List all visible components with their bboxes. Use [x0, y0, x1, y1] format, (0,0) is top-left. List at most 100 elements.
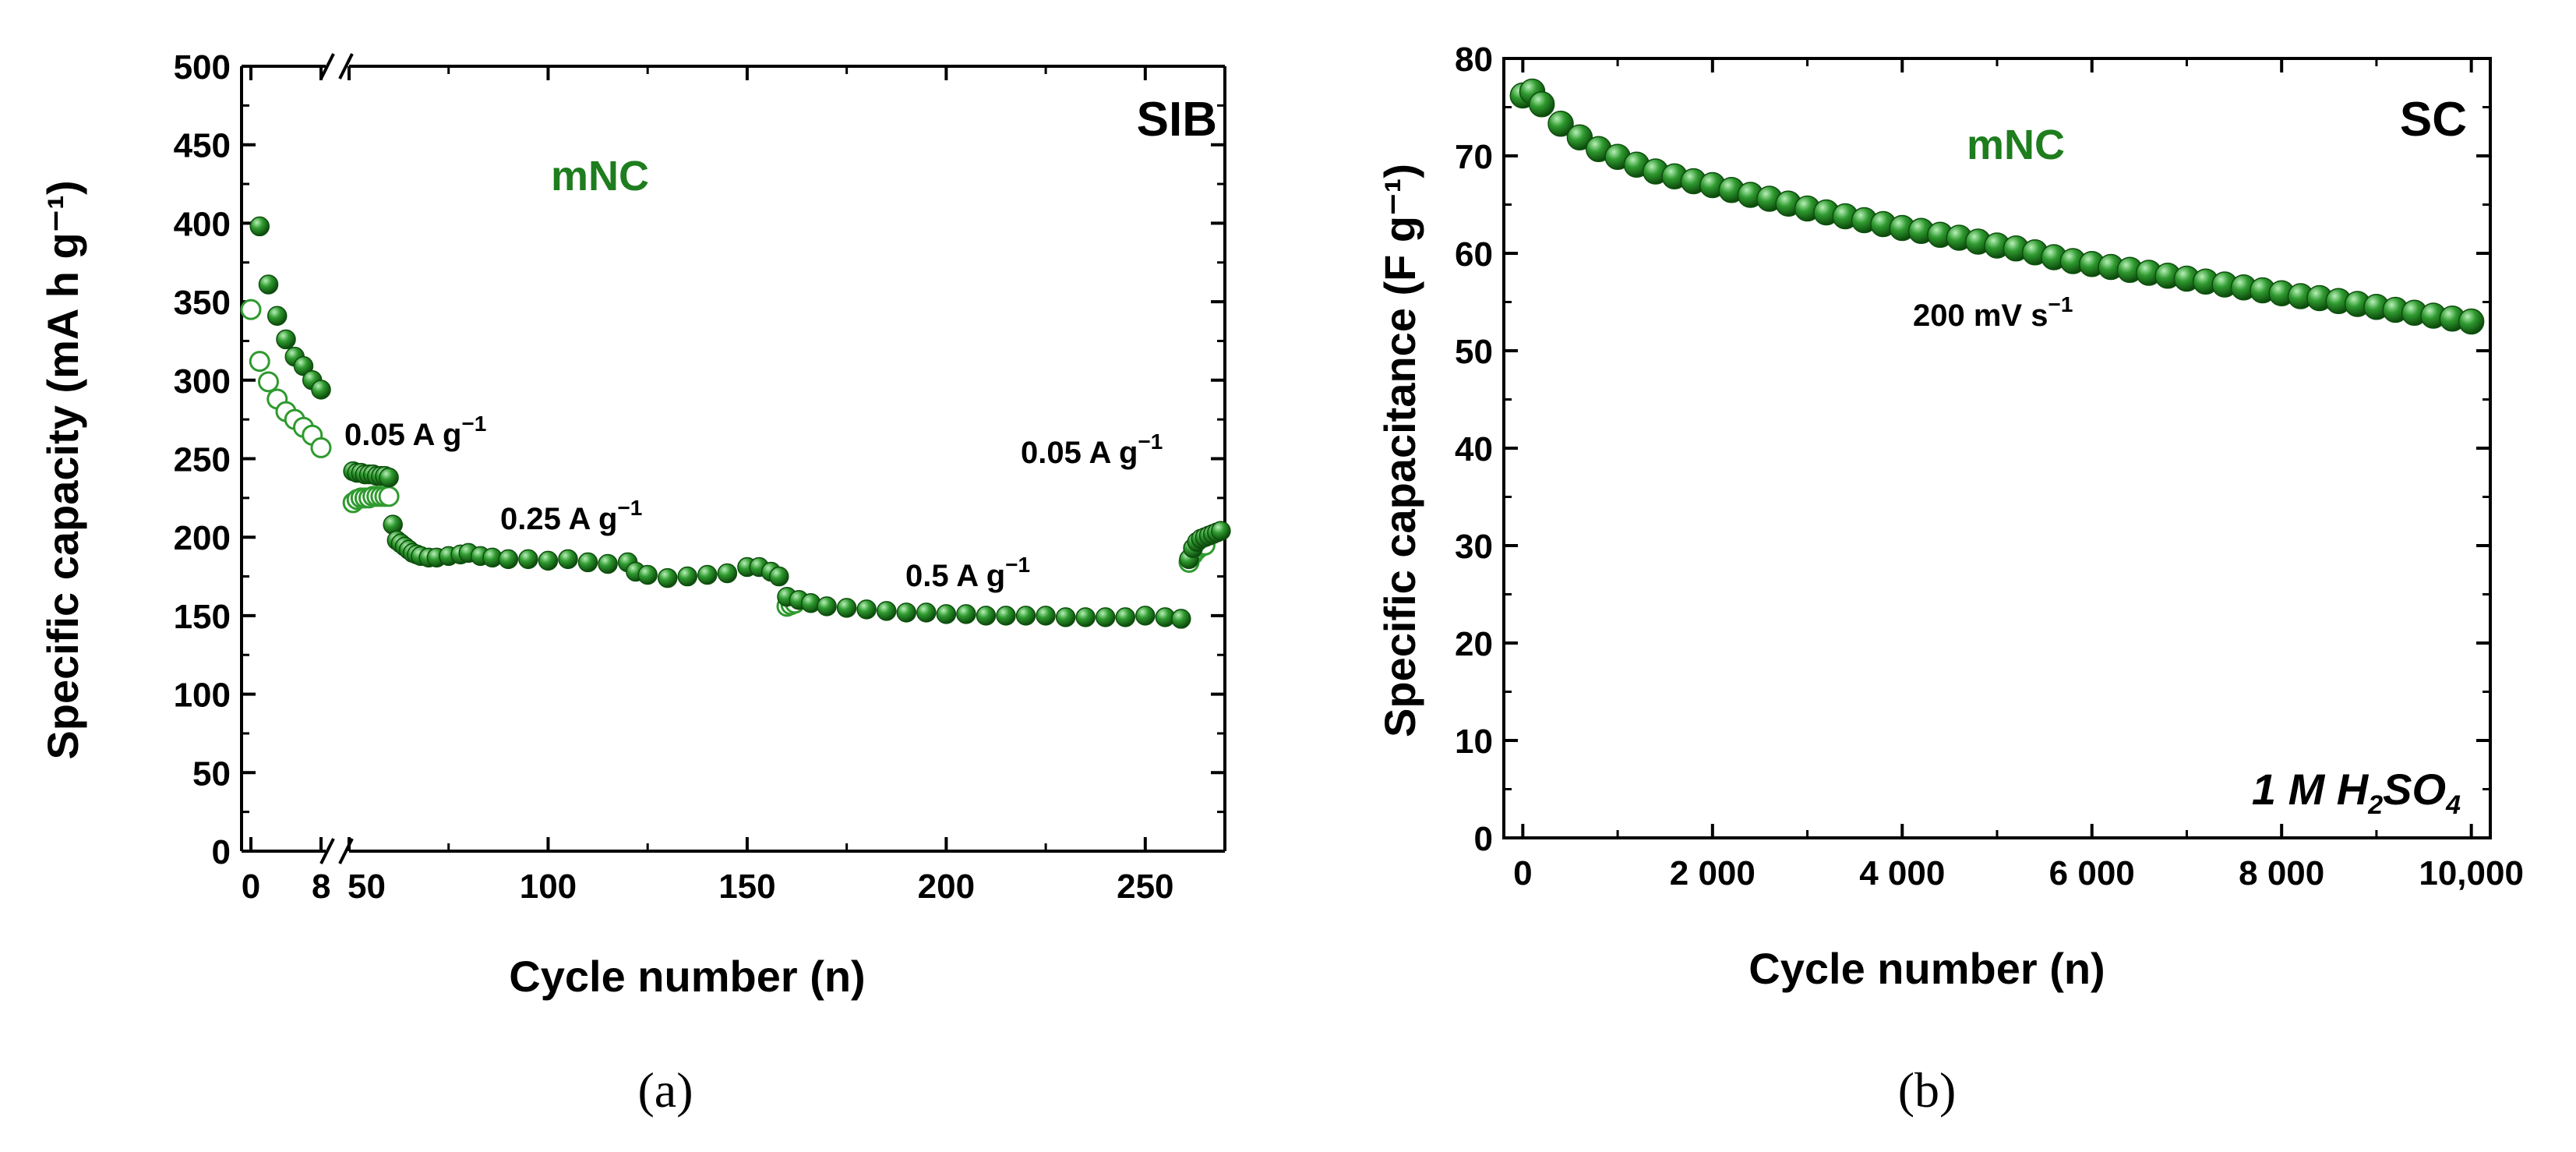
panel-a-point-charge: [856, 599, 877, 620]
panel-a-x-tick-label: 250: [1117, 868, 1173, 906]
panel-a-point-charge: [996, 606, 1016, 626]
panel-a-y-tick-label: 150: [174, 598, 231, 636]
panel-a-data-points: [240, 216, 1231, 629]
panel-b-y-tick-label: 40: [1455, 430, 1493, 468]
panel-a-chart: 0 50 100 150 200 250 300 350 400 450 500 0 8 50 100 15…: [38, 48, 1231, 1118]
panel-a-point-charge: [1095, 607, 1116, 627]
panel-a-point-charge: [577, 552, 598, 573]
panel-b-caption: (b): [1898, 1062, 1957, 1118]
panel-a-point-charge: [916, 603, 937, 623]
panel-a-point-charge: [1075, 607, 1096, 627]
panel-b-annotation-scan-rate: 200 mV s−1: [1913, 292, 2073, 333]
panel-a-point-charge: [956, 604, 976, 624]
panel-a-tag: SIB: [1137, 93, 1217, 147]
panel-b-x-tick-label: 10,000: [2419, 854, 2524, 892]
panel-b-y-tick-label: 80: [1455, 41, 1493, 79]
panel-a-point-charge: [836, 598, 857, 618]
panel-b-tag: SC: [2400, 93, 2467, 147]
panel-b-x-tick-label: 2 000: [1670, 854, 1756, 892]
panel-a-break-mark: [338, 53, 354, 80]
panel-b-y-tick-label: 20: [1455, 625, 1493, 663]
panel-a-point-charge: [1015, 606, 1036, 626]
panel-a-point-discharge: [378, 486, 400, 507]
panel-a-point-charge: [1211, 521, 1231, 541]
panel-b-y-axis-title: Specific capacitance (F g⁻¹): [1375, 164, 1424, 737]
panel-a-point-charge: [311, 380, 331, 400]
panel-a-point-charge: [276, 329, 296, 350]
panel-a-y-tick-label: 100: [174, 677, 231, 715]
panel-a-point-charge: [1036, 606, 1056, 626]
panel-b-electrolyte-label: 1 M H2SO4: [2252, 765, 2461, 820]
panel-a-y-tick-label: 350: [174, 284, 231, 322]
panel-a-point-charge: [1115, 607, 1136, 627]
panel-a-y-tick-label: 250: [174, 441, 231, 479]
panel-a-point-charge: [657, 567, 678, 588]
panel-a-point-charge: [538, 550, 559, 571]
panel-a-y-tick-label: 200: [174, 519, 231, 557]
panel-b-point: [1528, 91, 1555, 118]
panel-a-point-charge: [498, 549, 519, 570]
panel-a-y-tick-label: 500: [174, 48, 231, 87]
panel-a-point-charge: [598, 553, 618, 574]
panel-b-y-tick-label: 50: [1455, 333, 1493, 371]
panel-b-point: [2458, 308, 2485, 335]
panel-a-break-mark: [319, 838, 335, 864]
panel-a-x-tick-label: 100: [520, 868, 577, 906]
panel-b-point: [1547, 111, 1574, 137]
panel-a-point-charge: [1055, 607, 1076, 627]
panel-a-point-charge: [976, 606, 997, 626]
panel-b-y-tick-label: 10: [1455, 723, 1493, 761]
panel-a-point-charge: [717, 563, 738, 584]
panel-a-annotation-0.05-second: 0.05 A g−1: [1021, 429, 1163, 470]
panel-a-point-charge: [876, 601, 897, 621]
panel-b-series-label: mNC: [1967, 122, 2065, 168]
panel-a-point-discharge: [240, 299, 262, 320]
panel-a-x-tick-label: 200: [918, 868, 975, 906]
panel-a-annotation-0.5: 0.5 A g−1: [905, 553, 1030, 593]
panel-b-data-points: [1509, 78, 2485, 335]
panel-a-point-charge: [936, 604, 957, 624]
panel-a-x-tick-label: 8: [312, 868, 330, 906]
panel-a-annotation-0.25: 0.25 A g−1: [500, 496, 642, 536]
panel-a-x-ticks: 0 8 50 100 150 200 250: [242, 66, 1174, 906]
panel-b-x-tick-label: 0: [1513, 854, 1532, 892]
panel-a-y-tick-label: 0: [212, 833, 231, 871]
panel-a-point-charge: [293, 355, 314, 376]
panel-b-x-tick-label: 6 000: [2049, 854, 2135, 892]
panel-a-point-charge: [558, 549, 578, 570]
panel-a-y-tick-label: 450: [174, 127, 231, 165]
panel-a-y-axis-title: Specific capacity (mA h g⁻¹): [38, 180, 87, 759]
panel-b-x-ticks: 0 2 000 4 000 6 000 8 000 10,000: [1513, 58, 2524, 892]
panel-a-point-charge: [1135, 606, 1156, 626]
panel-b-y-tick-label: 0: [1474, 820, 1493, 858]
panel-a-point-discharge: [249, 351, 270, 373]
panel-a-point-charge: [249, 216, 270, 237]
panel-a-x-tick-label: 150: [718, 868, 775, 906]
panel-a-point-charge: [769, 566, 789, 587]
panel-b-y-tick-label: 70: [1455, 138, 1493, 176]
panel-b-y-ticks: 0 10 20 30 40 50 60 70 80: [1455, 41, 2490, 858]
panel-a-series-label: mNC: [551, 153, 649, 200]
panel-a-point-charge: [518, 549, 538, 570]
panel-a-point-charge: [637, 564, 658, 585]
panel-b-y-tick-label: 60: [1455, 235, 1493, 274]
panel-a-point-charge: [896, 603, 917, 623]
panel-a-annotation-0.05-first: 0.05 A g−1: [344, 412, 486, 452]
panel-a-point-discharge: [310, 436, 332, 458]
panel-a-point-charge: [817, 596, 837, 617]
panel-a-x-tick-label: 50: [348, 868, 386, 906]
panel-a-x-tick-label: 0: [242, 868, 260, 906]
panel-a-point-charge: [677, 566, 698, 587]
panel-b-chart: 0 10 20 30 40 50 60 70 80 0 2 000 4 000 6 000 8 000 1…: [1375, 41, 2524, 1118]
panel-a-point-discharge: [258, 371, 279, 393]
panel-b-x-axis-title: Cycle number (n): [1749, 944, 2105, 993]
panel-a-point-charge: [258, 274, 279, 295]
panel-b-point: [1566, 124, 1593, 150]
panel-b-x-tick-label: 8 000: [2239, 854, 2324, 892]
panel-a-point-charge: [267, 306, 288, 326]
panel-a-y-tick-label: 50: [192, 754, 231, 793]
panel-a-break-mark: [319, 53, 335, 80]
panel-a-x-axis-title: Cycle number (n): [509, 952, 865, 1001]
panel-a-caption: (a): [637, 1062, 693, 1118]
